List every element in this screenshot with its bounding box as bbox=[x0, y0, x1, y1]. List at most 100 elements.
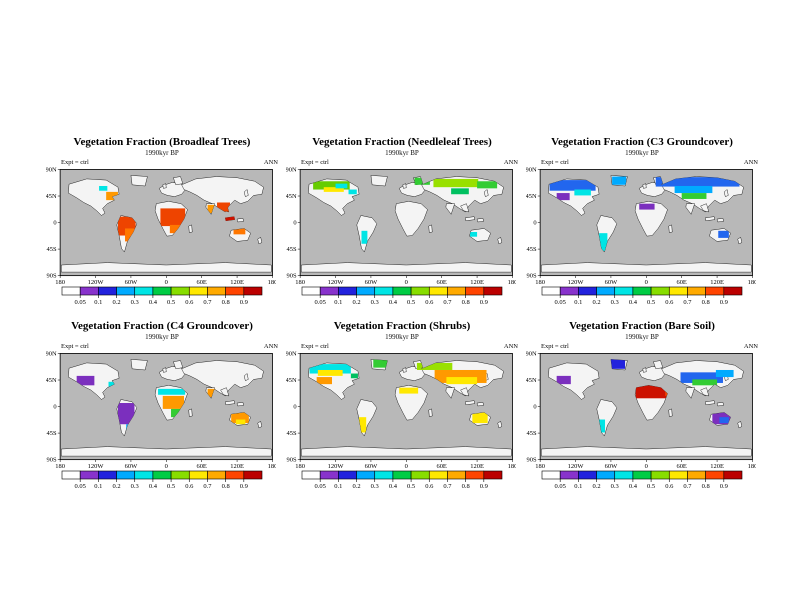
colorbar-segment bbox=[650, 470, 670, 480]
colorbar-tick-label: 0.5 bbox=[167, 483, 175, 490]
colorbar-segment bbox=[319, 470, 339, 480]
colorbar-segment bbox=[723, 286, 743, 296]
annotation-row: Expt = ctrl ANN bbox=[526, 159, 758, 166]
colorbar-tick-label: 0.6 bbox=[425, 483, 434, 490]
colorbar-tick-label: 0.05 bbox=[554, 483, 565, 490]
colorbar-tick-label: 0.1 bbox=[334, 299, 342, 306]
map-panel-c4-groundcover: Vegetation Fraction (C4 Groundcover) 1990… bbox=[46, 320, 278, 490]
colorbar-tick-label: 0.05 bbox=[74, 483, 85, 490]
lon-tick-label: 120E bbox=[710, 279, 724, 284]
colorbar: 0.05 0.1 0.2 0.3 0.4 0.5 0.6 0.7 0.8 0.9 bbox=[541, 470, 743, 490]
colorbar-segment bbox=[614, 286, 634, 296]
lat-tick-label: 90S bbox=[47, 273, 57, 280]
colorbar-tick-label: 0.05 bbox=[314, 483, 325, 490]
season-label: ANN bbox=[743, 159, 758, 166]
season-label: ANN bbox=[503, 343, 518, 350]
colorbar-segment bbox=[356, 286, 376, 296]
experiment-label: Expt = ctrl bbox=[541, 343, 569, 350]
lat-tick-label: 90N bbox=[46, 351, 57, 358]
colorbar: 0.05 0.1 0.2 0.3 0.4 0.5 0.6 0.7 0.8 0.9 bbox=[61, 286, 263, 306]
lat-tick-label: 90N bbox=[286, 351, 297, 358]
lon-tick-label: 120W bbox=[328, 279, 345, 284]
colorbar-segment bbox=[225, 470, 245, 480]
colorbar-tick-label: 0.2 bbox=[592, 299, 600, 306]
annotation-row: Expt = ctrl ANN bbox=[46, 159, 278, 166]
lon-tick-label: 60W bbox=[125, 463, 138, 468]
lat-tick-label: 45S bbox=[287, 246, 297, 253]
lat-tick-label: 45N bbox=[46, 193, 57, 200]
colorbar-tick-label: 0.8 bbox=[462, 483, 470, 490]
colorbar-tick-label: 0.5 bbox=[647, 299, 655, 306]
colorbar-segment bbox=[207, 470, 226, 480]
lon-tick-label: 60W bbox=[605, 279, 618, 284]
colorbar-tick-label: 0.3 bbox=[131, 299, 139, 306]
colorbar-tick-label: 0.4 bbox=[389, 299, 398, 306]
panel-title: Vegetation Fraction (Bare Soil) bbox=[569, 320, 715, 332]
colorbar-tick-label: 0.2 bbox=[112, 483, 120, 490]
lon-tick-label: 180 bbox=[535, 463, 545, 468]
lon-tick-label: 120E bbox=[470, 279, 484, 284]
panels-grid: Vegetation Fraction (Broadleaf Trees) 199… bbox=[46, 136, 758, 490]
lon-tick-label: 120W bbox=[568, 279, 585, 284]
colorbar-tick-label: 0.4 bbox=[149, 483, 158, 490]
colorbar-tick-label: 0.8 bbox=[702, 299, 710, 306]
annotation-row: Expt = ctrl ANN bbox=[46, 343, 278, 350]
colorbar-segment bbox=[559, 470, 579, 480]
lat-tick-label: 0 bbox=[533, 220, 536, 227]
data-patches bbox=[76, 375, 249, 433]
panel-subtitle: 1990kyr BP bbox=[625, 149, 659, 157]
colorbar-tick-label: 0.9 bbox=[480, 483, 488, 490]
lon-tick-label: 0 bbox=[165, 279, 168, 284]
lat-tick-label: 90N bbox=[526, 351, 537, 358]
colorbar-tick-label: 0.7 bbox=[683, 483, 692, 490]
colorbar-segment bbox=[225, 286, 245, 296]
colorbar-segment bbox=[338, 470, 357, 480]
colorbar-segment bbox=[170, 470, 190, 480]
colorbar-tick-label: 0.1 bbox=[574, 483, 582, 490]
colorbar-segment bbox=[188, 286, 208, 296]
colorbar-segment bbox=[541, 286, 561, 296]
lat-tick-label: 45S bbox=[527, 246, 537, 253]
colorbar-tick-label: 0.7 bbox=[683, 299, 692, 306]
experiment-label: Expt = ctrl bbox=[301, 159, 329, 166]
colorbar-tick-label: 0.1 bbox=[94, 483, 102, 490]
colorbar-segment bbox=[465, 286, 485, 296]
panel-subtitle: 1990kyr BP bbox=[385, 333, 419, 341]
lon-tick-label: 180 bbox=[55, 279, 65, 284]
colorbar-tick-label: 0.3 bbox=[131, 483, 139, 490]
colorbar-tick-label: 0.9 bbox=[240, 299, 248, 306]
colorbar: 0.05 0.1 0.2 0.3 0.4 0.5 0.6 0.7 0.8 0.9 bbox=[301, 470, 503, 490]
season-label: ANN bbox=[263, 343, 278, 350]
lon-tick-label: 180 bbox=[268, 463, 276, 468]
colorbar-tick-label: 0.3 bbox=[611, 299, 619, 306]
lat-tick-label: 45S bbox=[47, 246, 57, 253]
colorbar-segment bbox=[356, 470, 376, 480]
colorbar-tick-label: 0.7 bbox=[443, 299, 452, 306]
colorbar-segment bbox=[578, 470, 597, 480]
lat-tick-label: 90N bbox=[46, 167, 57, 174]
experiment-label: Expt = ctrl bbox=[541, 159, 569, 166]
colorbar-segment bbox=[632, 286, 652, 296]
panel-title: Vegetation Fraction (C3 Groundcover) bbox=[551, 136, 733, 148]
colorbar-segment bbox=[614, 470, 634, 480]
colorbar-segment bbox=[428, 470, 448, 480]
colorbar-segment bbox=[301, 286, 321, 296]
lat-tick-label: 45N bbox=[286, 377, 297, 384]
colorbar-segment bbox=[723, 470, 743, 480]
colorbar-segment bbox=[447, 470, 466, 480]
colorbar-tick-label: 0.05 bbox=[314, 299, 325, 306]
colorbar-tick-label: 0.1 bbox=[94, 299, 102, 306]
season-label: ANN bbox=[743, 343, 758, 350]
colorbar-segment bbox=[374, 470, 394, 480]
colorbar-segment bbox=[319, 286, 339, 296]
colorbar-segment bbox=[392, 286, 412, 296]
colorbar-tick-label: 0.2 bbox=[352, 483, 360, 490]
colorbar-tick-label: 0.5 bbox=[407, 483, 415, 490]
colorbar-tick-label: 0.8 bbox=[222, 299, 230, 306]
colorbar-segment bbox=[374, 286, 394, 296]
colorbar-segment bbox=[428, 286, 448, 296]
lat-tick-label: 90S bbox=[527, 457, 537, 464]
colorbar-segment bbox=[61, 470, 81, 480]
colorbar-segment bbox=[668, 286, 688, 296]
